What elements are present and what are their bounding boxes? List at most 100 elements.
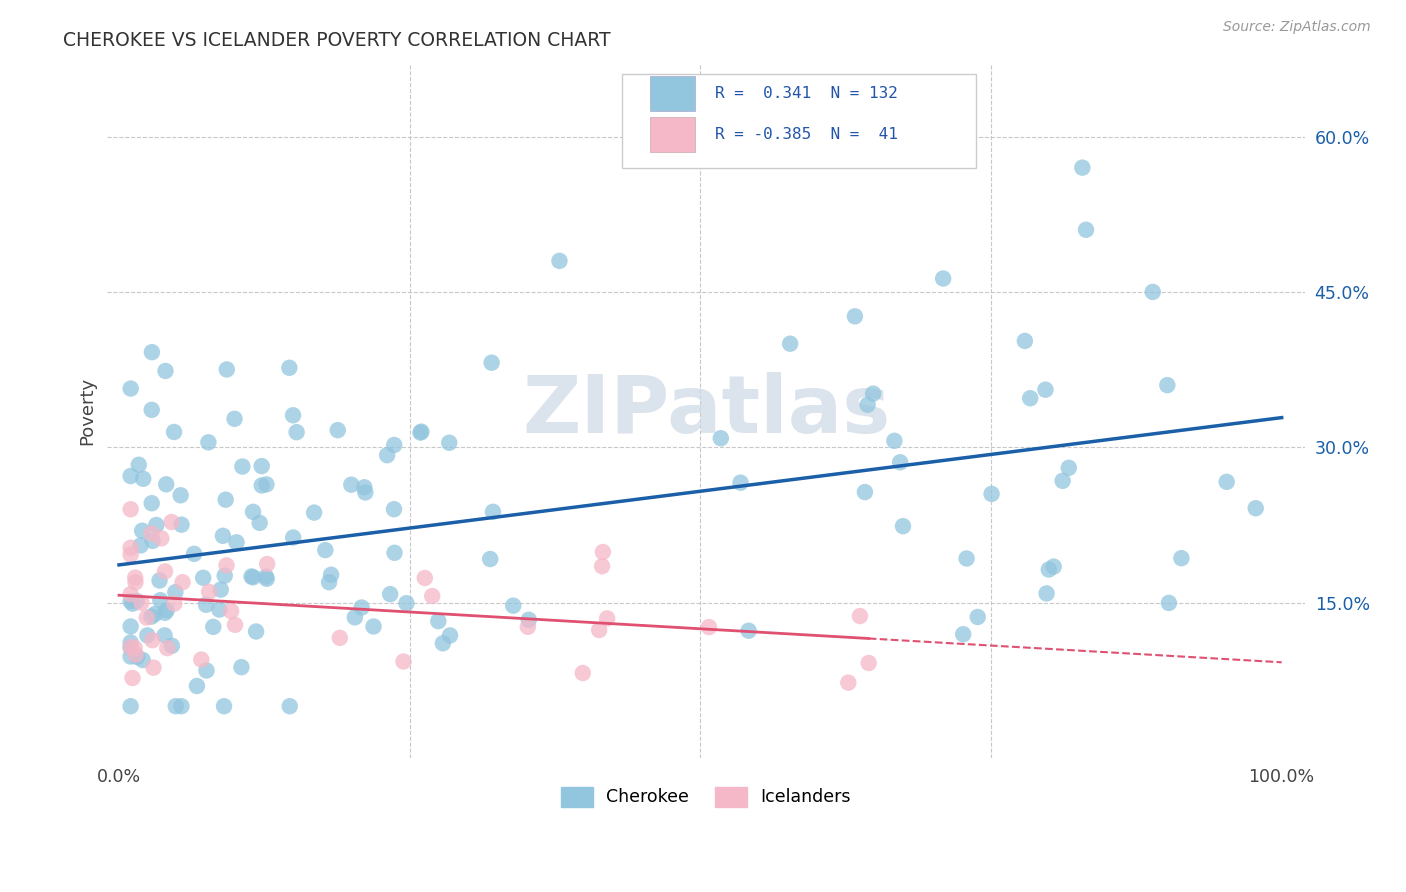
Point [214,568,236,582]
Point [219,604,242,618]
Point [125,649,148,664]
Point [198,585,221,599]
Point [382,438,405,452]
Point [141,496,163,510]
Point [163,425,186,439]
Point [285,425,308,440]
Point [193,571,215,585]
Point [153,628,176,642]
Point [278,360,301,375]
Point [120,502,142,516]
Point [129,538,152,552]
Point [190,652,212,666]
Point [242,570,264,584]
Point [256,557,278,571]
Point [212,699,235,714]
Point [439,628,461,642]
Point [250,478,273,492]
Point [195,664,218,678]
Point [354,485,377,500]
Point [409,425,432,440]
Point [141,526,163,541]
Point [120,594,142,608]
FancyBboxPatch shape [650,117,696,152]
Point [153,565,176,579]
Point [224,412,246,426]
Point [148,574,170,588]
Point [208,602,231,616]
Y-axis label: Poverty: Poverty [79,377,96,445]
Point [214,492,236,507]
Point [329,631,352,645]
Point [250,459,273,474]
Point [891,519,914,533]
Point [1019,391,1042,405]
Point [172,575,194,590]
Point [730,475,752,490]
Point [737,624,759,638]
Point [548,253,571,268]
Point [121,597,143,611]
Point [278,699,301,714]
Point [170,517,193,532]
Point [380,587,402,601]
Point [145,518,167,533]
Point [517,613,540,627]
Point [343,610,366,624]
Point [591,559,613,574]
Point [149,593,172,607]
FancyBboxPatch shape [623,74,976,169]
Point [124,648,146,662]
Point [318,575,340,590]
Point [413,571,436,585]
Text: R = -0.385  N =  41: R = -0.385 N = 41 [714,127,897,142]
Point [120,469,142,483]
Point [186,679,208,693]
Point [254,477,277,491]
Text: CHEROKEE VS ICELANDER POVERTY CORRELATION CHART: CHEROKEE VS ICELANDER POVERTY CORRELATIO… [63,31,610,50]
Point [120,619,142,633]
Point [224,617,246,632]
Point [1014,334,1036,348]
Point [128,458,150,472]
Point [141,609,163,624]
Point [588,623,610,637]
Point [141,345,163,359]
Point [163,597,186,611]
Point [710,431,733,445]
Text: Source: ZipAtlas.com: Source: ZipAtlas.com [1223,20,1371,34]
Point [392,655,415,669]
Point [862,386,884,401]
Point [170,699,193,714]
FancyBboxPatch shape [650,76,696,111]
Point [165,699,187,714]
Point [849,609,872,624]
Point [124,575,146,590]
Point [155,364,177,378]
Point [120,699,142,714]
Point [326,423,349,437]
Point [889,455,911,469]
Point [1142,285,1164,299]
Point [952,627,974,641]
Point [966,610,988,624]
Point [363,619,385,633]
Point [302,506,325,520]
Point [482,505,505,519]
Point [150,531,173,545]
Point [1038,562,1060,576]
Point [382,502,405,516]
Point [231,660,253,674]
Point [432,636,454,650]
Point [245,624,267,639]
Point [837,675,859,690]
Point [183,547,205,561]
Point [1052,474,1074,488]
Point [479,552,502,566]
Point [853,485,876,500]
Point [195,598,218,612]
Text: ZIPatlas: ZIPatlas [522,372,890,450]
Point [120,640,142,655]
Point [120,635,142,649]
Point [202,620,225,634]
